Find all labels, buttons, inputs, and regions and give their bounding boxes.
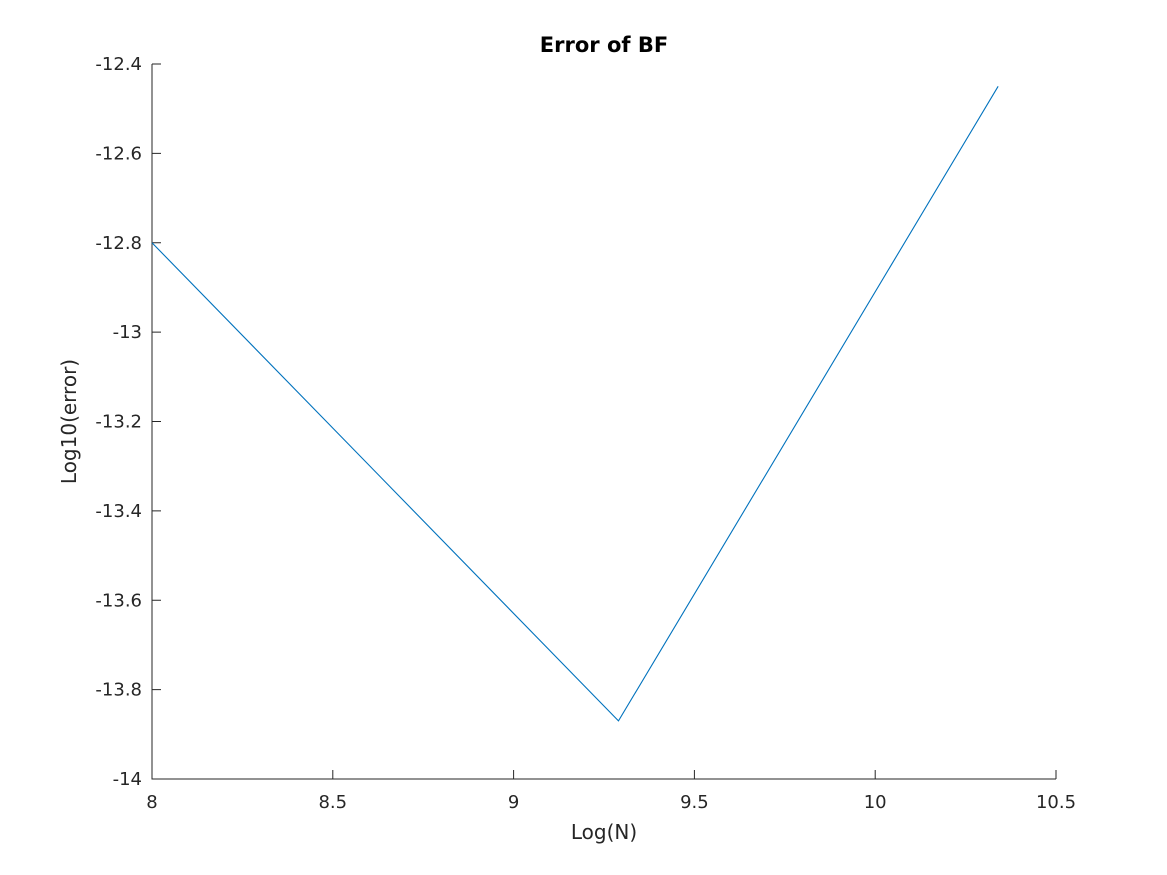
y-tick-label: -12.8 — [95, 233, 142, 254]
y-tick-label: -12.6 — [95, 143, 142, 164]
y-tick-label: -13 — [113, 322, 142, 343]
series-line — [151, 86, 999, 722]
x-tick-label: 9.5 — [680, 792, 709, 813]
y-tick-label: -13.2 — [95, 412, 142, 433]
plot-axes: 8 8.5 9 9.5 10 10.5 -14-13.8-13.6-13.4-13.2-1… — [95, 54, 1076, 813]
y-tick-label: -14 — [113, 769, 142, 790]
y-tick-label: -12.4 — [95, 54, 142, 75]
x-axis-ticks: 8 8.5 9 9.5 10 10.5 — [146, 770, 1076, 813]
y-tick-label: -13.4 — [95, 501, 142, 522]
chart-title: Error of BF — [540, 33, 668, 57]
x-tick-label: 8.5 — [318, 792, 347, 813]
x-tick-label: 10 — [864, 792, 887, 813]
y-axis-ticks: -14 -13.8 -13.6 -13.4 -13.2 -13 -12.8 -12.6 -12.… — [95, 54, 161, 790]
x-axis-title: Log(N) — [571, 820, 637, 844]
series-layer — [151, 86, 999, 722]
x-tick-label: 8 — [146, 792, 157, 813]
y-tick-label: -13.6 — [95, 590, 142, 611]
y-axis-title: Log10(error) — [57, 359, 81, 484]
x-tick-label: 9 — [508, 792, 519, 813]
x-tick-label: 10.5 — [1036, 792, 1076, 813]
y-tick-label: -13.8 — [95, 680, 142, 701]
